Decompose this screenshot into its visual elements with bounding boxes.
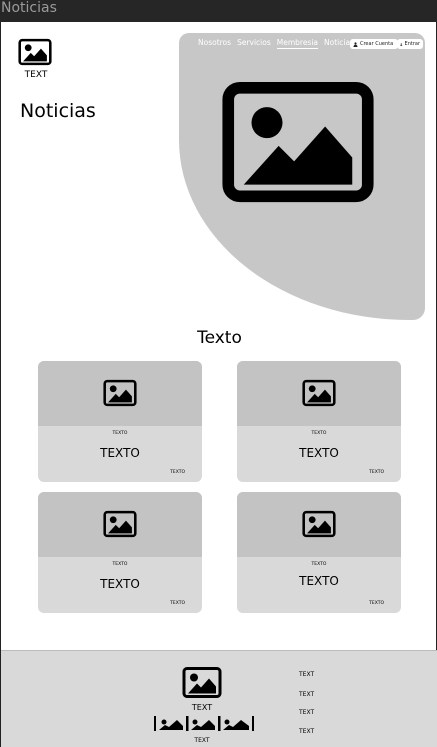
card-small-text: TEXTO [112,562,128,567]
page: TEXT Noticias Nosotros Servicios Membres… [0,22,437,747]
user-icon [400,42,403,47]
news-card[interactable]: TEXTO TEXTO TEXTO [237,361,401,482]
window-titlebar: Noticias [0,0,437,22]
footer-link[interactable]: TEXT [299,691,315,698]
card-image-area [237,492,401,557]
page-title: Noticias [20,100,96,122]
news-card[interactable]: TEXTO TEXTO TEXTO [38,361,202,482]
window-title: Noticias [1,0,57,16]
card-corner-text: TEXTO [369,601,384,606]
footer-logo-image-icon[interactable] [182,666,222,699]
footer-link[interactable]: TEXT [299,709,315,716]
login-label: Entrar [404,41,420,47]
nav-item-noticias[interactable]: Noticias [324,38,354,47]
card-corner-text: TEXTO [369,470,384,475]
news-card[interactable]: TEXTO TEXTO TEXTO [38,492,202,613]
card-corner-text: TEXTO [170,470,185,475]
nav-item-membresia[interactable]: Membresia [276,38,319,49]
hero-banner [179,33,425,320]
card-image-icon [103,379,137,407]
card-image-area [38,361,202,426]
create-account-label: Crear Cuenta [360,41,394,47]
footer-strip-text: TEXT [194,737,210,744]
logo-image-icon[interactable] [18,38,52,66]
section-title: Texto [197,328,242,348]
footer-link[interactable]: TEXT [299,671,315,678]
footer: TEXT TEXT TEXT TEXT TEXT TEXT [1,650,437,747]
top-nav: Nosotros Servicios Membresia Noticias [198,38,354,49]
card-title: TEXTO [100,446,140,460]
login-button[interactable]: Entrar [397,39,423,49]
nav-item-nosotros[interactable]: Nosotros [198,38,232,47]
nav-item-servicios[interactable]: Servicios [237,38,271,47]
card-small-text: TEXTO [311,431,327,436]
card-image-icon [302,510,336,538]
card-image-icon [103,510,137,538]
news-card[interactable]: TEXTO TEXTO TEXTO [237,492,401,613]
logo-text: TEXT [24,70,48,80]
user-icon [353,42,358,47]
footer-image-strip [154,716,254,731]
card-corner-text: TEXTO [170,601,185,606]
card-title: TEXTO [299,446,339,460]
create-account-button[interactable]: Crear Cuenta [350,39,398,49]
card-image-area [237,361,401,426]
card-title: TEXTO [100,577,140,591]
card-image-icon [302,379,336,407]
hero-image-icon [220,80,376,204]
card-small-text: TEXTO [311,562,327,567]
footer-logo-text: TEXT [191,703,213,712]
card-image-area [38,492,202,557]
card-small-text: TEXTO [112,431,128,436]
card-title: TEXTO [299,574,339,588]
footer-link[interactable]: TEXT [299,728,315,735]
